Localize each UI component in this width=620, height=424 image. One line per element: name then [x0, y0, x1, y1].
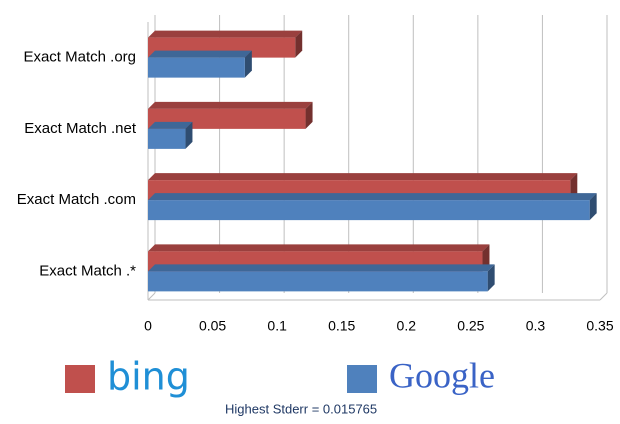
bar-top	[148, 264, 495, 272]
bar-top	[148, 101, 313, 109]
bar	[148, 57, 245, 78]
bar-top	[148, 244, 490, 252]
floor-edge	[599, 292, 608, 301]
y-tick-label: Exact Match .*	[39, 262, 136, 279]
bar-top	[148, 173, 578, 181]
x-tick-label: 0.1	[267, 318, 287, 334]
y-tick-label: Exact Match .com	[17, 191, 136, 208]
floor-edge	[147, 292, 156, 301]
bar-top	[148, 30, 303, 38]
stderr-note: Highest Stderr = 0.015765	[225, 401, 377, 416]
bar	[148, 271, 488, 292]
x-tick-label: 0.3	[526, 318, 546, 334]
bar	[148, 128, 186, 149]
bar-side	[244, 50, 252, 78]
y-tick-label: Exact Match .net	[24, 120, 137, 137]
legend-label: Google	[389, 355, 495, 395]
bar-top	[148, 121, 193, 129]
bar-top	[148, 193, 597, 201]
bar-side	[295, 30, 303, 58]
x-tick-label: 0.2	[397, 318, 417, 334]
x-tick-label: 0.35	[586, 318, 613, 334]
bar-side	[589, 193, 597, 221]
legend-swatch	[347, 365, 377, 393]
legend-label: bing	[107, 355, 190, 399]
bar-side	[185, 121, 193, 149]
y-tick-label: Exact Match .org	[23, 49, 136, 66]
bar-side	[487, 264, 495, 292]
bar	[148, 200, 590, 221]
x-tick-label: 0	[144, 318, 152, 334]
x-tick-label: 0.15	[328, 318, 355, 334]
x-tick-label: 0.05	[199, 318, 226, 334]
bar-side	[305, 101, 313, 129]
x-tick-label: 0.25	[457, 318, 484, 334]
legend-swatch	[65, 365, 95, 393]
bar-top	[148, 50, 252, 58]
